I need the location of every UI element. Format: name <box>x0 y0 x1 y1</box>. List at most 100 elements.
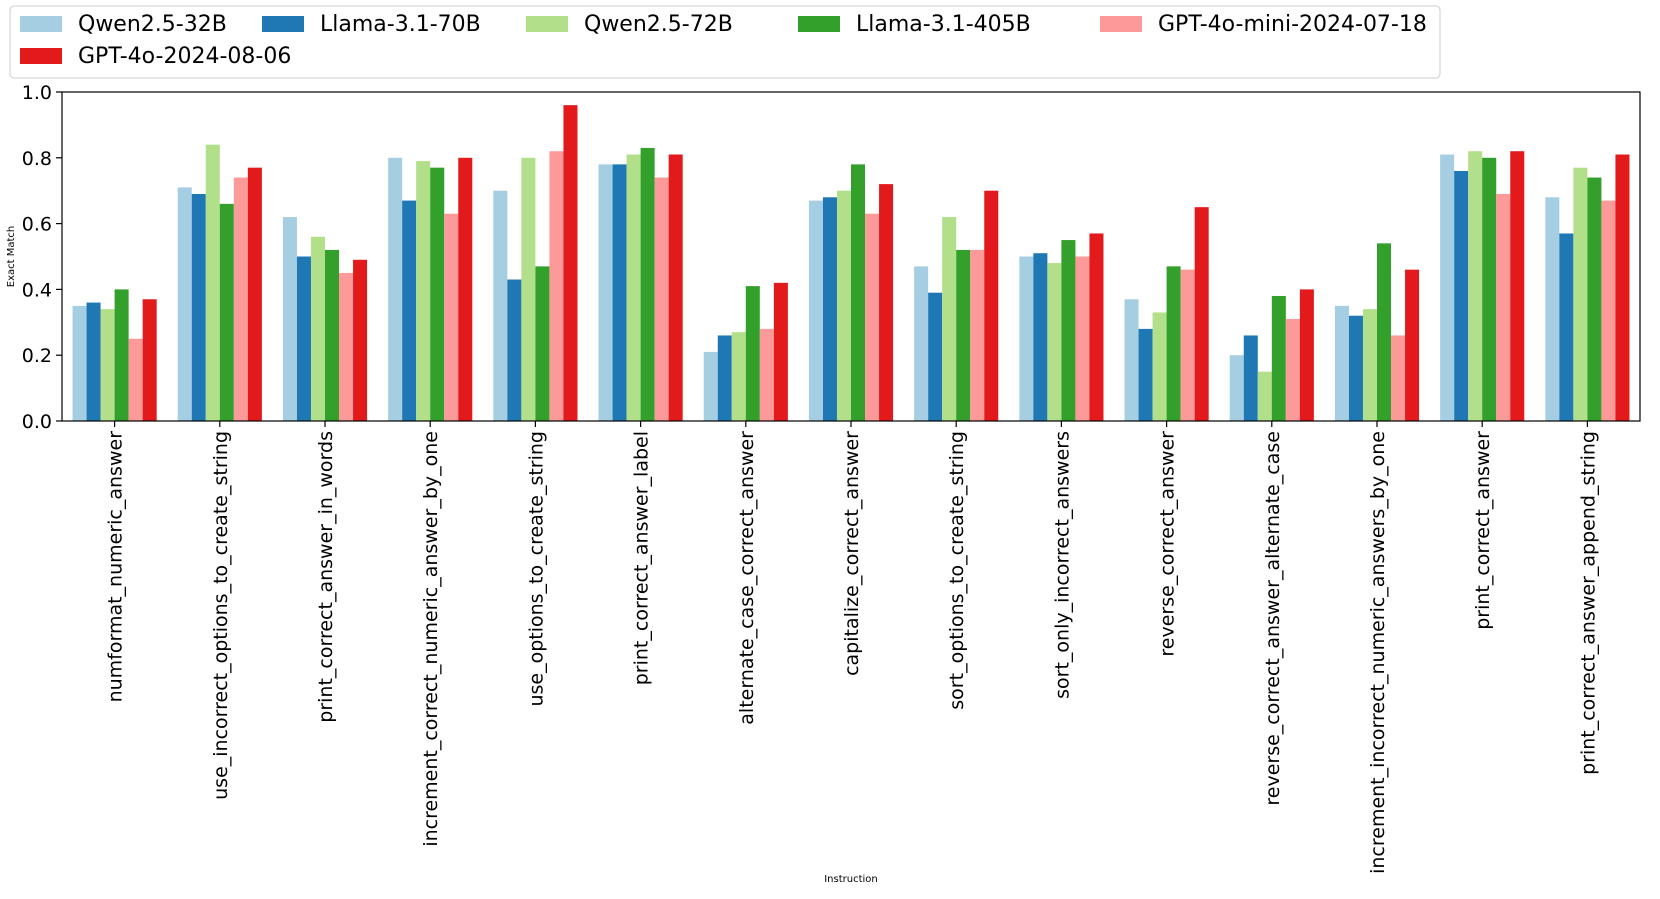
bar-1-5 <box>247 167 262 421</box>
bar-0-1 <box>86 302 101 421</box>
bar-6-1 <box>717 335 732 421</box>
bar-8-5 <box>984 190 999 421</box>
legend-label-2: Qwen2.5-72B <box>584 12 733 37</box>
bar-11-3 <box>1271 295 1286 421</box>
bar-5-0 <box>598 164 613 421</box>
bar-2-3 <box>325 249 340 421</box>
bar-12-4 <box>1391 335 1406 421</box>
bar-4-4 <box>549 151 564 421</box>
bar-12-0 <box>1334 305 1349 421</box>
legend-label-5: GPT-4o-2024-08-06 <box>78 44 291 69</box>
bar-14-1 <box>1559 233 1574 421</box>
legend-label-3: Llama-3.1-405B <box>856 12 1031 37</box>
bar-3-1 <box>402 200 417 421</box>
bar-10-1 <box>1138 328 1153 421</box>
legend-label-1: Llama-3.1-70B <box>320 12 481 37</box>
bar-3-2 <box>416 161 431 421</box>
bar-11-4 <box>1285 319 1300 421</box>
bar-5-1 <box>612 164 627 421</box>
bar-14-4 <box>1601 200 1616 421</box>
legend-swatch-0 <box>20 16 62 32</box>
bar-12-2 <box>1362 309 1377 421</box>
bar-1-3 <box>219 203 234 421</box>
bar-10-0 <box>1124 299 1139 421</box>
bar-5-2 <box>626 154 641 421</box>
x-tick-label-13: print_correct_answer <box>1472 431 1494 630</box>
bar-7-2 <box>836 190 851 421</box>
x-tick-label-2: print_correct_answer_in_words <box>315 431 337 723</box>
bar-14-3 <box>1587 177 1602 421</box>
bar-5-5 <box>668 154 683 421</box>
bar-2-2 <box>310 236 325 421</box>
y-tick-label-0: 0.0 <box>22 411 52 433</box>
bar-1-1 <box>191 193 206 421</box>
y-tick-label-3: 0.6 <box>22 214 52 236</box>
bar-3-4 <box>444 213 459 421</box>
x-tick-label-7: capitalize_correct_answer <box>841 431 863 676</box>
bar-7-5 <box>879 184 894 421</box>
bar-8-0 <box>914 266 929 421</box>
bar-4-0 <box>493 190 508 421</box>
y-axis-ticks: 0.0 0.2 0.4 0.6 0.8 1.0 <box>22 82 62 433</box>
x-tick-label-12: increment_incorrect_numeric_answers_by_o… <box>1367 431 1389 874</box>
y-tick-label-4: 0.8 <box>22 148 52 170</box>
bar-11-5 <box>1299 289 1314 421</box>
bar-4-1 <box>507 279 522 421</box>
legend-swatch-4 <box>1100 16 1142 32</box>
bar-11-0 <box>1229 355 1244 421</box>
bar-7-0 <box>808 200 823 421</box>
bar-3-5 <box>458 157 473 422</box>
bar-9-3 <box>1061 240 1076 421</box>
bar-5-3 <box>640 147 655 421</box>
bar-4-2 <box>521 157 536 422</box>
bar-4-3 <box>535 266 550 421</box>
bar-2-1 <box>296 256 311 421</box>
legend-frame <box>9 5 1441 79</box>
bar-8-3 <box>956 249 971 421</box>
x-tick-label-14: print_correct_answer_append_string <box>1577 431 1599 775</box>
bar-13-3 <box>1482 157 1497 422</box>
bar-0-2 <box>100 309 115 421</box>
x-tick-label-5: print_correct_answer_label <box>631 431 653 685</box>
x-tick-label-11: reverse_correct_answer_alternate_case <box>1262 431 1284 806</box>
bar-14-2 <box>1573 167 1588 421</box>
bar-2-4 <box>339 272 354 421</box>
bar-2-5 <box>353 259 368 421</box>
bars <box>72 105 1630 422</box>
bar-9-1 <box>1033 253 1048 421</box>
bar-8-4 <box>970 249 985 421</box>
x-axis-ticks: numformat_numeric_answer use_incorrect_op… <box>105 421 1599 874</box>
y-tick-label-2: 0.4 <box>22 279 52 301</box>
x-tick-label-0: numformat_numeric_answer <box>105 431 127 703</box>
bar-5-4 <box>654 177 669 421</box>
bar-10-4 <box>1180 269 1195 421</box>
bar-0-0 <box>72 305 87 421</box>
legend: Qwen2.5-32B Llama-3.1-70B Qwen2.5-72B Llama… <box>9 5 1441 79</box>
bar-0-4 <box>128 338 143 421</box>
x-tick-label-6: alternate_case_correct_answer <box>736 431 758 725</box>
bar-7-1 <box>822 197 837 421</box>
legend-swatch-2 <box>526 16 568 32</box>
bar-13-1 <box>1454 170 1469 421</box>
bar-12-5 <box>1405 269 1420 421</box>
y-axis-label: Exact Match <box>6 226 17 287</box>
bar-10-5 <box>1194 207 1209 421</box>
x-tick-label-9: sort_only_incorrect_answers <box>1051 431 1073 699</box>
bar-7-3 <box>851 164 866 421</box>
bar-11-1 <box>1243 335 1258 421</box>
bar-12-1 <box>1348 315 1363 421</box>
bar-9-0 <box>1019 256 1034 421</box>
bar-10-2 <box>1152 312 1167 421</box>
bar-13-0 <box>1440 154 1455 421</box>
legend-swatch-3 <box>798 16 840 32</box>
y-tick-label-1: 0.2 <box>22 345 52 367</box>
x-axis-label: Instruction <box>824 874 878 885</box>
bar-6-3 <box>745 286 760 421</box>
bar-2-0 <box>282 217 297 421</box>
bar-13-2 <box>1468 151 1483 421</box>
bar-9-5 <box>1089 233 1104 421</box>
x-tick-label-3: increment_correct_numeric_answer_by_one <box>420 431 442 847</box>
legend-label-4: GPT-4o-mini-2024-07-18 <box>1158 12 1427 37</box>
